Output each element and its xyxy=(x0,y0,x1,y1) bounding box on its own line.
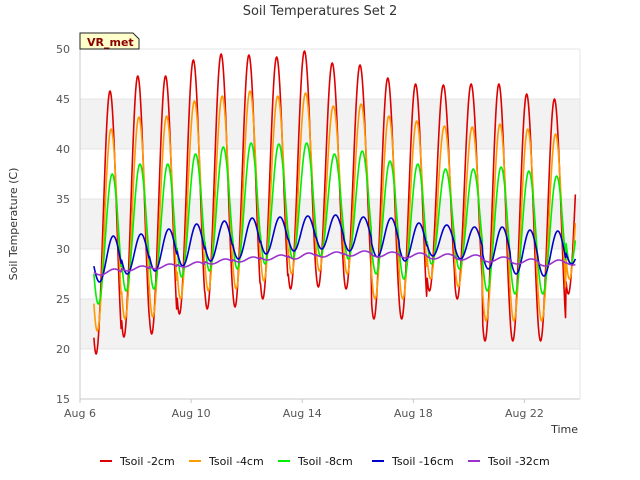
legend-item: Tsoil -4cm xyxy=(189,455,264,468)
series-line-tsoil-16cm xyxy=(93,214,577,283)
legend-item: Tsoil -32cm xyxy=(468,455,550,468)
series-line-tsoil-32cm xyxy=(93,250,576,276)
x-tick-label: Aug 14 xyxy=(283,407,322,420)
y-tick-label: 20 xyxy=(56,343,70,356)
x-tick-label: Aug 10 xyxy=(172,407,211,420)
grid-band xyxy=(80,299,580,349)
y-tick-label: 15 xyxy=(56,393,70,406)
legend-item: Tsoil -16cm xyxy=(372,455,454,468)
legend-label: Tsoil -2cm xyxy=(119,455,175,468)
y-tick-label: 35 xyxy=(56,193,70,206)
y-tick-label: 45 xyxy=(56,93,70,106)
legend: Tsoil -2cm Tsoil -4cm Tsoil -8cm Tsoil -16c… xyxy=(100,455,550,468)
y-axis-title: Soil Temperature (C) xyxy=(7,168,20,281)
legend-label: Tsoil -32cm xyxy=(487,455,550,468)
y-tick-label: 30 xyxy=(56,243,70,256)
site-label-badge: VR_met xyxy=(79,32,140,50)
plot-series xyxy=(93,50,577,355)
legend-item: Tsoil -2cm xyxy=(100,455,175,468)
y-tick-label: 40 xyxy=(56,143,70,156)
plot-axes: 15 20 25 30 35 40 45 50 Aug 6 Aug 10 Aug 14 Aug 18 A… xyxy=(56,43,581,420)
x-tick-label: Aug 22 xyxy=(505,407,544,420)
y-tick-label: 25 xyxy=(56,293,70,306)
legend-item: Tsoil -8cm xyxy=(278,455,353,468)
y-tick-label: 50 xyxy=(56,43,70,56)
chart-title: Soil Temperatures Set 2 xyxy=(243,4,398,19)
legend-label: Tsoil -4cm xyxy=(208,455,264,468)
x-axis-title: Time xyxy=(550,423,578,436)
legend-label: Tsoil -16cm xyxy=(391,455,454,468)
series-line-tsoil-8cm xyxy=(93,142,577,305)
x-tick-label: Aug 18 xyxy=(394,407,433,420)
series-line-tsoil-2cm xyxy=(93,50,577,355)
legend-label: Tsoil -8cm xyxy=(297,455,353,468)
x-tick-label: Aug 6 xyxy=(64,407,96,420)
site-label: VR_met xyxy=(87,36,134,49)
